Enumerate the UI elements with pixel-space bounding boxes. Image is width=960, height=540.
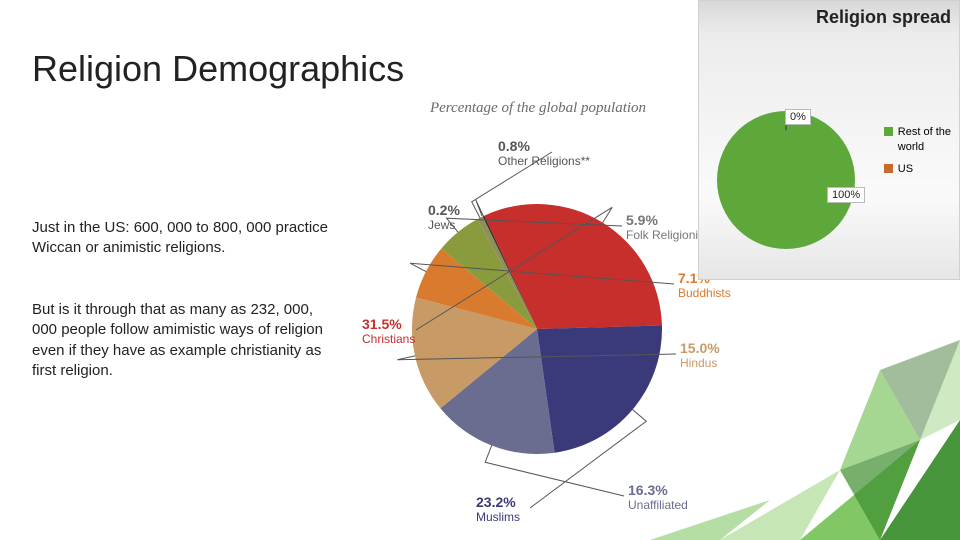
religion-spread-panel: Religion spread 0% 100% Rest of the worl… bbox=[698, 0, 960, 280]
pie-label: 0.2%Jews bbox=[428, 202, 460, 232]
religion-spread-pie bbox=[717, 111, 855, 249]
legend-label: Rest of the world bbox=[898, 125, 951, 156]
pie-label: 16.3%Unaffiliated bbox=[628, 482, 688, 512]
global-religion-pie: Percentage of the global population 31.5… bbox=[348, 100, 728, 510]
pie-label: 31.5%Christians bbox=[362, 316, 415, 346]
page-title: Religion Demographics bbox=[32, 48, 404, 90]
pie-label: 0.8%Other Religions** bbox=[498, 138, 590, 168]
body-paragraph-1: Just in the US: 600, 000 to 800, 000 pra… bbox=[32, 218, 332, 259]
legend-swatch bbox=[884, 127, 893, 136]
body-paragraph-2: But is it through that as many as 232, 0… bbox=[32, 300, 332, 381]
legend: Rest of the world US bbox=[884, 125, 951, 183]
pie-label: 15.0%Hindus bbox=[680, 340, 720, 370]
legend-item-rest: Rest of the world bbox=[884, 125, 951, 156]
legend-label: US bbox=[898, 162, 913, 177]
panel-title: Religion spread bbox=[816, 7, 951, 28]
infographic-title: Percentage of the global population bbox=[348, 100, 728, 117]
legend-item-us: US bbox=[884, 162, 951, 177]
pct-label-rest: 100% bbox=[827, 187, 865, 203]
pct-label-us: 0% bbox=[785, 109, 811, 125]
pie-chart bbox=[412, 204, 662, 454]
legend-swatch bbox=[884, 164, 893, 173]
pie-label: 23.2%Muslims bbox=[476, 494, 520, 524]
pie-slice bbox=[537, 326, 662, 453]
